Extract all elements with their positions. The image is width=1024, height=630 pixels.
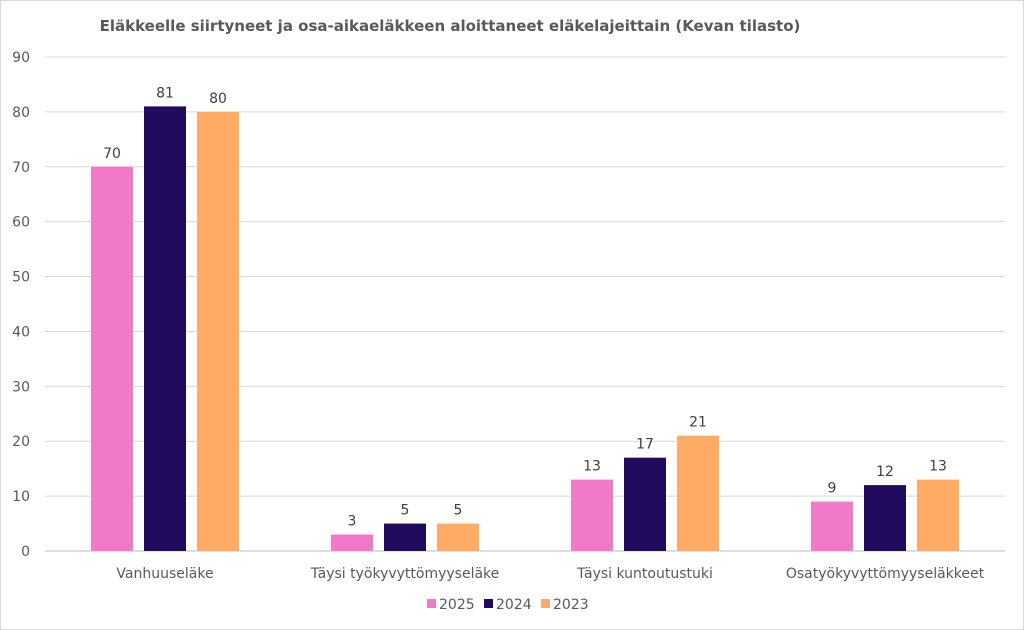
y-tick-label: 40 bbox=[12, 324, 30, 340]
data-label: 12 bbox=[876, 464, 894, 480]
legend-label: 2023 bbox=[553, 597, 589, 613]
y-tick-label: 0 bbox=[21, 544, 30, 560]
legend: 2025 2024 2023 bbox=[427, 597, 589, 613]
y-tick-label: 50 bbox=[12, 270, 30, 286]
y-tick-label: 90 bbox=[12, 50, 30, 66]
data-label: 5 bbox=[454, 503, 463, 519]
data-label: 81 bbox=[156, 85, 174, 101]
x-tick-label: Täysi työkyvyttömyyseläke bbox=[310, 566, 500, 582]
data-label: 5 bbox=[401, 503, 410, 519]
bar-2023 bbox=[197, 111, 239, 551]
data-label: 21 bbox=[689, 415, 707, 431]
x-tick-label: Täysi kuntoutustuki bbox=[576, 566, 713, 582]
chart-title: Eläkkeelle siirtyneet ja osa-aikaeläkkee… bbox=[100, 17, 801, 35]
bar-2023 bbox=[917, 479, 959, 551]
legend-label: 2024 bbox=[496, 597, 532, 613]
legend-swatch bbox=[541, 599, 550, 608]
bar-2024 bbox=[144, 106, 186, 552]
x-tick-label: Osatyökyvyttömyyseläkkeet bbox=[786, 566, 985, 582]
bar-2024 bbox=[864, 485, 906, 551]
bar-2025 bbox=[91, 166, 133, 551]
y-tick-label: 20 bbox=[12, 434, 30, 450]
bar-2023 bbox=[437, 523, 479, 551]
x-tick-label: Vanhuuseläke bbox=[116, 566, 213, 582]
data-label: 17 bbox=[636, 437, 654, 453]
y-tick-label: 10 bbox=[12, 489, 30, 505]
bar-2024 bbox=[624, 457, 666, 551]
legend-label: 2025 bbox=[439, 597, 475, 613]
bar-2024 bbox=[384, 523, 426, 551]
y-tick-label: 60 bbox=[12, 215, 30, 231]
y-tick-label: 30 bbox=[12, 379, 30, 395]
bar-2023 bbox=[677, 435, 719, 551]
legend-swatch bbox=[427, 599, 436, 608]
data-label: 13 bbox=[583, 459, 601, 475]
bar-2025 bbox=[331, 534, 373, 551]
bar-2025 bbox=[571, 479, 613, 551]
data-label: 13 bbox=[929, 459, 947, 475]
legend-swatch bbox=[484, 599, 493, 608]
data-label: 3 bbox=[348, 514, 357, 530]
data-label: 70 bbox=[103, 146, 121, 162]
bar-2025 bbox=[811, 501, 853, 551]
data-label: 9 bbox=[828, 481, 837, 497]
y-tick-label: 70 bbox=[12, 160, 30, 176]
y-tick-label: 80 bbox=[12, 105, 30, 121]
data-label: 80 bbox=[209, 91, 227, 107]
